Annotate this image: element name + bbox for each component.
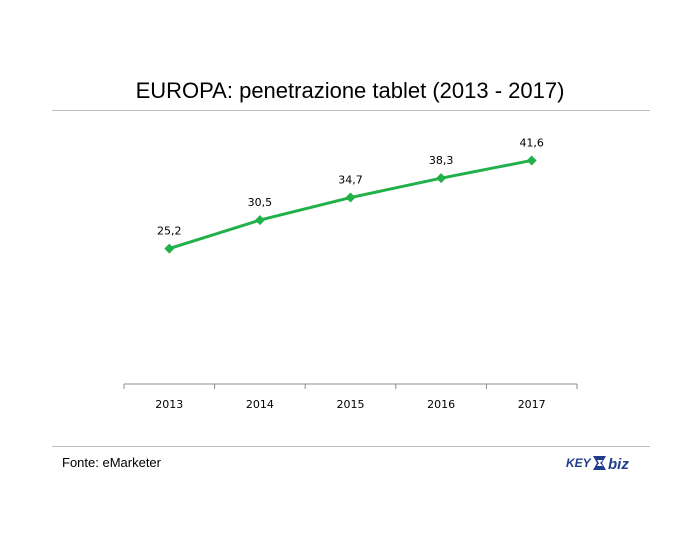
bottom-divider xyxy=(52,446,650,447)
line-chart: 2013 2014 2015 2016 2017 25,2 30,5 34,7 38,3 41,… xyxy=(123,136,578,411)
data-point xyxy=(164,243,175,254)
top-divider xyxy=(52,110,650,111)
svg-text:biz: biz xyxy=(608,456,629,473)
data-point xyxy=(345,192,356,203)
data-label: 34,7 xyxy=(338,174,363,187)
x-tick-label: 2014 xyxy=(246,398,274,411)
series-line-group xyxy=(164,155,537,254)
chart-title: EUROPA: penetrazione tablet (2013 - 2017… xyxy=(135,78,565,103)
key4biz-logo: KEY biz xyxy=(566,456,629,473)
data-point xyxy=(436,173,447,184)
x-tick-label: 2015 xyxy=(337,398,365,411)
x-tick-label: 2016 xyxy=(427,398,455,411)
data-label: 30,5 xyxy=(248,196,273,209)
data-labels: 25,2 30,5 34,7 38,3 41,6 xyxy=(157,136,544,237)
data-label: 38,3 xyxy=(429,154,454,167)
data-point xyxy=(526,155,537,166)
x-axis: 2013 2014 2015 2016 2017 xyxy=(123,383,578,411)
svg-text:KEY: KEY xyxy=(566,456,592,470)
data-point xyxy=(254,215,265,226)
x-tick-label: 2013 xyxy=(155,398,183,411)
data-label: 25,2 xyxy=(157,225,182,238)
source-note: Fonte: eMarketer xyxy=(62,455,161,470)
x-tick-label: 2017 xyxy=(518,398,546,411)
data-label: 41,6 xyxy=(519,136,544,149)
